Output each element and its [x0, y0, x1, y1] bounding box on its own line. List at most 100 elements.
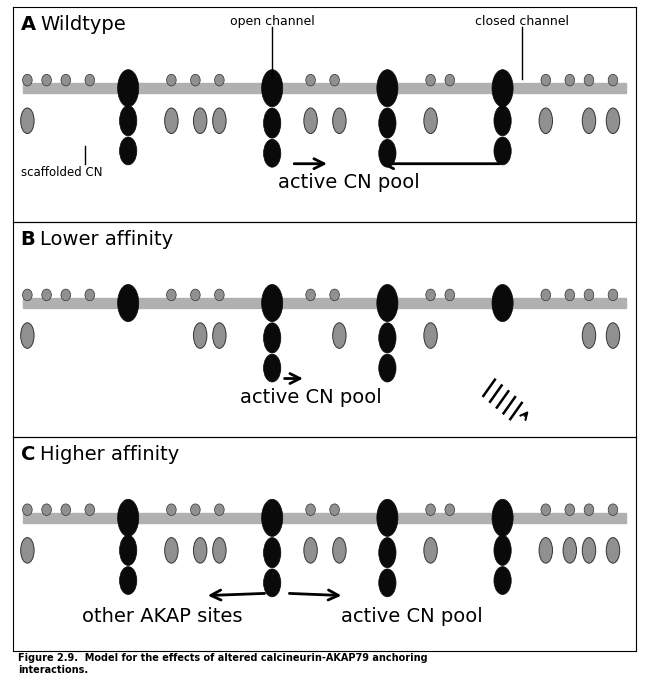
Ellipse shape [193, 323, 207, 348]
Circle shape [565, 289, 574, 300]
Text: C: C [21, 445, 35, 464]
Text: scaffolded CN: scaffolded CN [21, 166, 102, 179]
Circle shape [584, 289, 594, 300]
Ellipse shape [263, 569, 281, 597]
Bar [23, 512, 626, 523]
Ellipse shape [21, 323, 34, 348]
Circle shape [330, 289, 339, 300]
Ellipse shape [333, 323, 346, 348]
Ellipse shape [606, 537, 620, 563]
Ellipse shape [213, 537, 226, 563]
Ellipse shape [424, 537, 437, 563]
Ellipse shape [263, 108, 281, 138]
Ellipse shape [494, 567, 511, 595]
Circle shape [426, 504, 435, 516]
Circle shape [167, 504, 176, 516]
Ellipse shape [494, 535, 511, 565]
Circle shape [191, 504, 200, 516]
Ellipse shape [582, 108, 596, 134]
Circle shape [23, 75, 32, 86]
Circle shape [42, 504, 51, 516]
Circle shape [445, 75, 454, 86]
Circle shape [541, 75, 550, 86]
Circle shape [61, 289, 71, 300]
Circle shape [191, 289, 200, 300]
Ellipse shape [492, 284, 513, 321]
Text: active CN pool: active CN pool [341, 607, 482, 626]
Circle shape [584, 75, 594, 86]
Circle shape [23, 504, 32, 516]
Ellipse shape [193, 108, 207, 134]
Circle shape [608, 75, 618, 86]
Text: Figure 2.9.  Model for the effects of altered calcineurin-AKAP79 anchoring
inter: Figure 2.9. Model for the effects of alt… [18, 653, 428, 675]
Circle shape [85, 504, 95, 516]
Circle shape [306, 289, 315, 300]
Circle shape [61, 504, 71, 516]
Ellipse shape [262, 70, 283, 107]
Ellipse shape [539, 537, 552, 563]
Ellipse shape [563, 537, 576, 563]
Circle shape [541, 289, 550, 300]
Ellipse shape [193, 537, 207, 563]
Ellipse shape [119, 106, 137, 136]
Text: B: B [21, 230, 36, 249]
Ellipse shape [213, 323, 226, 348]
Circle shape [330, 504, 339, 516]
Circle shape [306, 75, 315, 86]
Circle shape [167, 289, 176, 300]
Ellipse shape [424, 323, 437, 348]
Circle shape [85, 75, 95, 86]
Text: other AKAP sites: other AKAP sites [82, 607, 242, 626]
Circle shape [426, 289, 435, 300]
Ellipse shape [606, 323, 620, 348]
Circle shape [426, 75, 435, 86]
Ellipse shape [379, 569, 396, 597]
Circle shape [330, 75, 339, 86]
Ellipse shape [304, 537, 317, 563]
Ellipse shape [492, 499, 513, 537]
Ellipse shape [582, 323, 596, 348]
Ellipse shape [263, 537, 281, 568]
Ellipse shape [263, 323, 281, 353]
Ellipse shape [379, 323, 396, 353]
Circle shape [215, 289, 224, 300]
Ellipse shape [333, 537, 346, 563]
Ellipse shape [377, 70, 398, 107]
Ellipse shape [213, 108, 226, 134]
Circle shape [608, 504, 618, 516]
Circle shape [215, 504, 224, 516]
Circle shape [608, 289, 618, 300]
Ellipse shape [333, 108, 346, 134]
Ellipse shape [377, 284, 398, 321]
Ellipse shape [119, 137, 137, 165]
Circle shape [167, 75, 176, 86]
Ellipse shape [494, 106, 511, 136]
Ellipse shape [165, 537, 178, 563]
Ellipse shape [262, 499, 283, 537]
Ellipse shape [494, 137, 511, 165]
Circle shape [306, 504, 315, 516]
Circle shape [445, 504, 454, 516]
Ellipse shape [304, 108, 317, 134]
Text: closed channel: closed channel [475, 15, 569, 28]
Text: Higher affinity: Higher affinity [40, 445, 179, 464]
Ellipse shape [117, 70, 139, 107]
Ellipse shape [21, 537, 34, 563]
Circle shape [191, 75, 200, 86]
Bar [23, 83, 626, 93]
Bar [23, 298, 626, 308]
Circle shape [61, 75, 71, 86]
Ellipse shape [379, 139, 396, 167]
Circle shape [565, 75, 574, 86]
Ellipse shape [119, 567, 137, 595]
Ellipse shape [379, 537, 396, 568]
Ellipse shape [582, 537, 596, 563]
Circle shape [42, 289, 51, 300]
Ellipse shape [377, 499, 398, 537]
Text: Wildtype: Wildtype [40, 15, 126, 34]
Ellipse shape [117, 284, 139, 321]
Circle shape [42, 75, 51, 86]
Ellipse shape [492, 70, 513, 107]
Circle shape [541, 504, 550, 516]
Ellipse shape [262, 284, 283, 321]
